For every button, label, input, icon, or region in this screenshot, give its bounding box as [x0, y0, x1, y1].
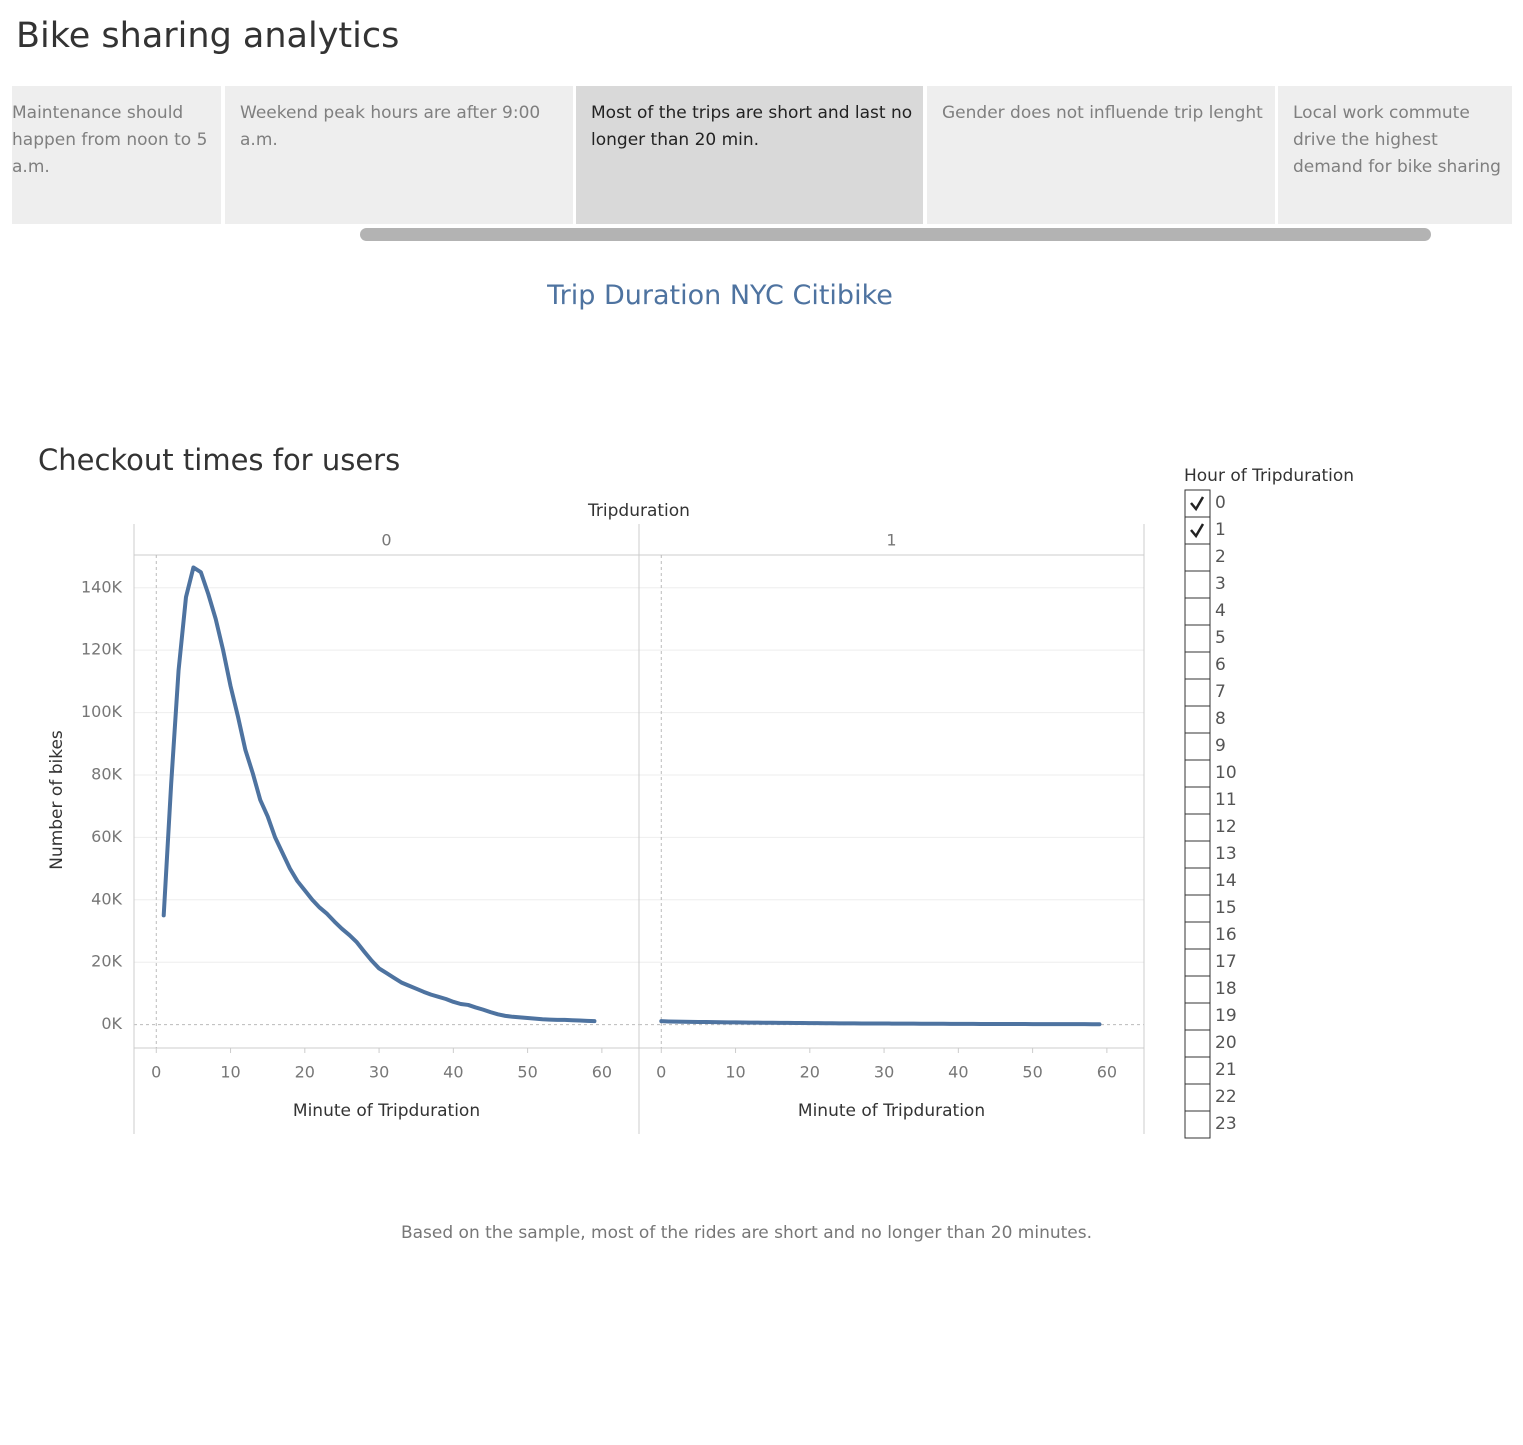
x-tick-label: 30	[369, 1063, 389, 1082]
panel-header: 1	[886, 531, 896, 550]
y-tick-label: 0K	[101, 1014, 122, 1033]
filter-option-label: 2	[1215, 547, 1226, 567]
caption: Based on the sample, most of the rides a…	[400, 1223, 1093, 1243]
checkbox[interactable]	[1184, 786, 1211, 815]
trip-line	[161, 565, 597, 1024]
checkbox[interactable]	[1184, 651, 1211, 680]
filter-option-label: 17	[1215, 952, 1237, 972]
x-tick-label: 60	[1097, 1063, 1117, 1082]
x-tick-label: 50	[517, 1063, 537, 1082]
x-tick-label: 0	[151, 1063, 161, 1082]
story-point-tab[interactable]: Gender does not influende trip lenght	[927, 86, 1275, 224]
checkbox[interactable]	[1184, 570, 1211, 599]
story-title: Trip Duration NYC Citibike	[547, 280, 893, 311]
chart-title: Checkout times for users	[38, 443, 400, 477]
y-axis-label: Number of bikes	[47, 730, 67, 870]
filter-option-label: 7	[1215, 682, 1226, 702]
filter-option-label: 14	[1215, 871, 1237, 891]
x-tick-label: 10	[725, 1063, 745, 1082]
checkbox[interactable]	[1184, 921, 1211, 950]
story-point-tab[interactable]: Most of the trips are short and last no …	[576, 86, 923, 224]
checkbox[interactable]	[1184, 732, 1211, 761]
y-tick-label: 140K	[81, 577, 123, 596]
filter-option-label: 22	[1215, 1087, 1237, 1107]
filter-option-label: 10	[1215, 763, 1237, 783]
story-point-tab[interactable]: Maintenance should happen from noon to 5…	[12, 86, 221, 224]
checkbox[interactable]	[1184, 1083, 1211, 1112]
filter-option-label: 4	[1215, 601, 1226, 621]
checkbox[interactable]	[1184, 813, 1211, 842]
checkbox[interactable]	[1184, 516, 1211, 545]
y-tick-label: 60K	[91, 827, 122, 846]
filter-option-label: 0	[1215, 493, 1226, 513]
dashboard-title: Bike sharing analytics	[16, 16, 400, 56]
filter-option-label: 18	[1215, 979, 1237, 999]
x-axis-label: Minute of Tripduration	[798, 1101, 985, 1121]
y-tick-label: 120K	[81, 640, 123, 659]
chart: Checkout times for users Tripduration Numb…	[38, 443, 1354, 1139]
x-axis-label: Minute of Tripduration	[293, 1101, 480, 1121]
scrollbar[interactable]	[360, 228, 1431, 241]
x-tick-label: 40	[948, 1063, 968, 1082]
filter-option-label: 12	[1215, 817, 1237, 837]
filter-option-label: 23	[1215, 1114, 1237, 1134]
x-tick-label: 60	[592, 1063, 612, 1082]
checkbox[interactable]	[1184, 759, 1211, 788]
checkmark	[1190, 496, 1205, 512]
checkbox[interactable]	[1184, 948, 1211, 977]
filter-option-label: 13	[1215, 844, 1237, 864]
checkbox[interactable]	[1184, 867, 1211, 896]
checkbox[interactable]	[1184, 489, 1211, 518]
story-point-tab[interactable]: Weekend peak hours are after 9:00 a.m.	[225, 86, 573, 224]
checkbox[interactable]	[1184, 840, 1211, 869]
story-point-tab[interactable]: Local work commute drive the highest dem…	[1278, 86, 1512, 224]
checkbox[interactable]	[1184, 678, 1211, 707]
checkbox[interactable]	[1184, 1056, 1211, 1085]
panel-header: 0	[381, 531, 391, 550]
checkbox[interactable]	[1184, 1002, 1211, 1031]
filter-option-label: 9	[1215, 736, 1226, 756]
filter-option-label: 8	[1215, 709, 1226, 729]
checkbox[interactable]	[1184, 975, 1211, 1004]
checkmark	[1190, 523, 1205, 539]
filter-option-label: 21	[1215, 1060, 1237, 1080]
filter-option-label: 3	[1215, 574, 1226, 594]
checkbox[interactable]	[1184, 543, 1211, 572]
x-tick-label: 20	[800, 1063, 820, 1082]
checkbox[interactable]	[1184, 705, 1211, 734]
column-header: Tripduration	[587, 501, 690, 521]
x-tick-label: 50	[1022, 1063, 1042, 1082]
checkbox[interactable]	[1184, 1110, 1211, 1139]
filter-option-label: 19	[1215, 1006, 1237, 1026]
x-tick-label: 10	[220, 1063, 240, 1082]
filter-option-label: 16	[1215, 925, 1237, 945]
y-tick-label: 20K	[91, 952, 122, 971]
filter-option-label: 11	[1215, 790, 1237, 810]
filter-option-label: 6	[1215, 655, 1226, 675]
y-tick-label: 100K	[81, 702, 123, 721]
filter-option-label: 15	[1215, 898, 1237, 918]
y-tick-label: 80K	[91, 764, 122, 783]
filter-option-label: 5	[1215, 628, 1226, 648]
y-tick-label: 40K	[91, 889, 122, 908]
x-tick-label: 20	[295, 1063, 315, 1082]
filter-title: Hour of Tripduration	[1184, 466, 1354, 486]
checkbox[interactable]	[1184, 597, 1211, 626]
panel-frame	[638, 554, 1145, 1049]
filter-option-label: 20	[1215, 1033, 1237, 1053]
trip-line	[659, 1019, 1102, 1027]
checkbox[interactable]	[1184, 624, 1211, 653]
checkbox[interactable]	[1184, 1029, 1211, 1058]
checkbox[interactable]	[1184, 894, 1211, 923]
x-tick-label: 30	[874, 1063, 894, 1082]
filter-option-label: 1	[1215, 520, 1226, 540]
x-tick-label: 0	[656, 1063, 666, 1082]
x-tick-label: 40	[443, 1063, 463, 1082]
